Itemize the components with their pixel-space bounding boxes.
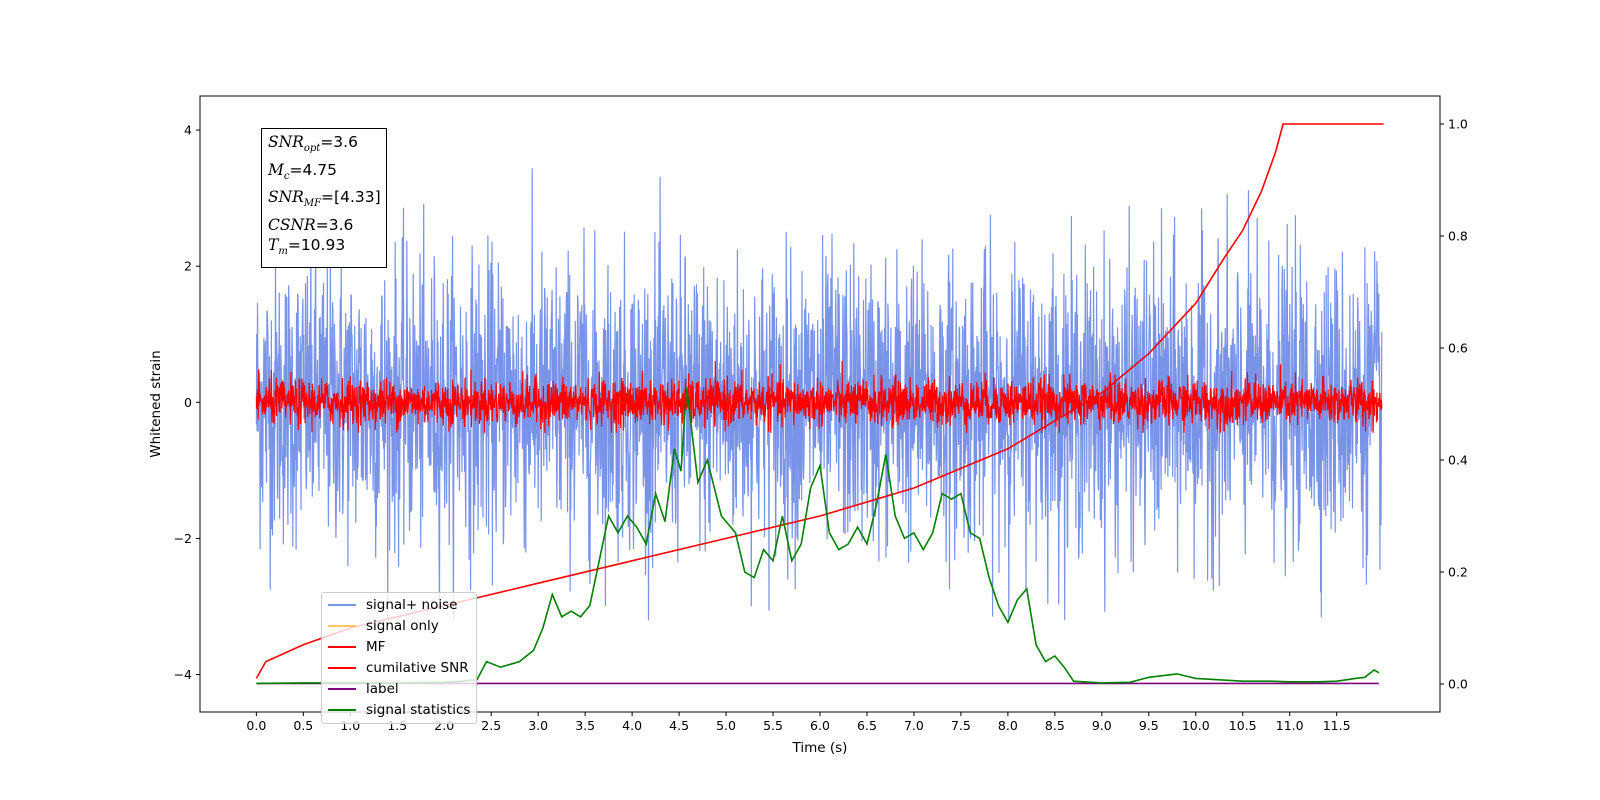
x-tick-label: 8.0 xyxy=(998,718,1018,733)
legend-label: signal only xyxy=(366,618,439,635)
annotation-box: SNRopt=3.6 Mc=4.75 SNRMF=[4.33] CSNR=3.6… xyxy=(261,128,387,268)
legend-swatch xyxy=(328,625,356,628)
x-tick-label: 4.0 xyxy=(622,718,642,733)
legend-swatch xyxy=(328,708,356,711)
mc-row: Mc=4.75 xyxy=(268,160,337,182)
legend-swatch xyxy=(328,688,356,690)
legend-item-cumulative-snr: cumilative SNR xyxy=(328,658,470,679)
y-axis-label: Whitened strain xyxy=(148,350,164,457)
y2-tick-label: 1.0 xyxy=(1448,117,1468,132)
x-tick-label: 9.0 xyxy=(1092,718,1112,733)
legend-item-signal-only: signal only xyxy=(328,616,470,637)
x-tick-label: 0.0 xyxy=(246,718,266,733)
x-tick-label: 6.5 xyxy=(857,718,877,733)
x-tick-label: 7.5 xyxy=(951,718,971,733)
x-tick-label: 9.5 xyxy=(1139,718,1159,733)
y2-tick-label: 0.0 xyxy=(1448,677,1468,692)
series-line-signal-statistics xyxy=(256,387,1380,685)
legend-label: MF xyxy=(366,639,386,656)
legend-label: signal statistics xyxy=(366,701,471,718)
legend: signal+ noise signal only MF cumilative … xyxy=(321,592,478,725)
y2-tick-label: 0.2 xyxy=(1448,565,1468,580)
x-tick-label: 6.0 xyxy=(810,718,830,733)
legend-label: cumilative SNR xyxy=(366,660,469,677)
x-tick-label: 10.5 xyxy=(1229,718,1257,733)
legend-item-label: label xyxy=(328,679,470,700)
x-tick-label: 7.0 xyxy=(904,718,924,733)
x-tick-label: 10.0 xyxy=(1182,718,1210,733)
legend-item-signal-noise: signal+ noise xyxy=(328,595,470,616)
legend-label: signal+ noise xyxy=(366,597,458,614)
x-tick-label: 5.5 xyxy=(763,718,783,733)
y-tick-label: 4 xyxy=(184,123,192,138)
x-tick-label: 3.0 xyxy=(528,718,548,733)
legend-swatch xyxy=(328,646,356,649)
tm-row: Tm=10.93 xyxy=(268,236,346,258)
x-axis-label: Time (s) xyxy=(792,740,848,756)
series-line-mf xyxy=(255,360,1383,433)
y2-tick-label: 0.6 xyxy=(1448,341,1468,356)
x-tick-label: 11.0 xyxy=(1276,718,1304,733)
x-tick-label: 3.5 xyxy=(575,718,595,733)
csnr-row: CSNR=3.6 xyxy=(268,215,354,234)
x-tick-label: 2.5 xyxy=(481,718,501,733)
x-tick-label: 11.5 xyxy=(1323,718,1351,733)
y-tick-label: −2 xyxy=(174,531,192,546)
series-line-signal-noise xyxy=(255,168,1383,621)
y2-tick-label: 0.4 xyxy=(1448,453,1468,468)
legend-swatch xyxy=(328,604,356,607)
x-tick-label: 5.0 xyxy=(716,718,736,733)
legend-item-signal-statistics: signal statistics xyxy=(328,699,470,720)
x-tick-label: 8.5 xyxy=(1045,718,1065,733)
y2-tick-label: 0.8 xyxy=(1448,229,1468,244)
legend-item-mf: MF xyxy=(328,637,470,658)
x-tick-label: 0.5 xyxy=(293,718,313,733)
y-tick-label: 0 xyxy=(184,395,192,410)
snr-opt-row: SNRopt=3.6 xyxy=(268,133,358,155)
legend-swatch xyxy=(328,667,356,670)
axes: 0.0 0.5 1.0 1.5 2.0 2.5 3.0 3.5 4.0 4.5 5.0 5.5 6.0 6… xyxy=(148,95,1468,756)
snr-mf-row: SNRMF=[4.33] xyxy=(268,188,381,210)
y-tick-label: −4 xyxy=(174,667,192,682)
y-tick-label: 2 xyxy=(184,259,192,274)
x-tick-label: 4.5 xyxy=(669,718,689,733)
legend-label: label xyxy=(366,681,399,697)
